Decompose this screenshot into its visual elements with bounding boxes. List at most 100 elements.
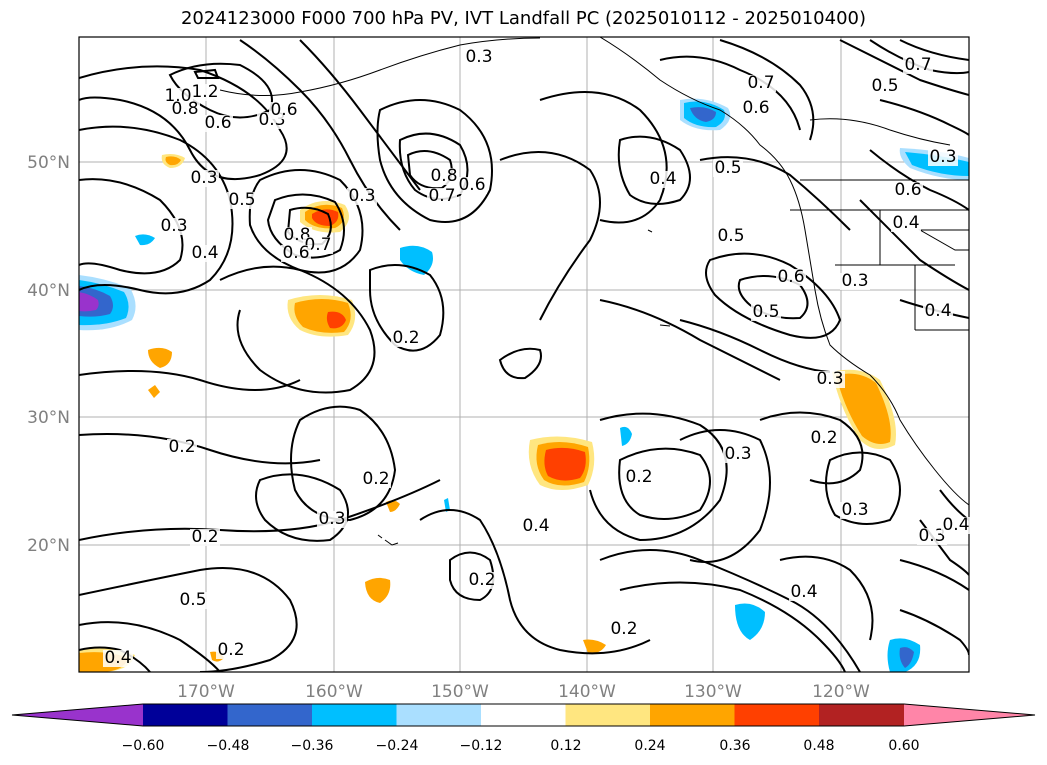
cb-tick-label: −0.24 [376, 738, 419, 754]
contour-label-bg [891, 215, 921, 232]
contour-label-bg [189, 170, 219, 187]
contour-label: 0.4 [924, 301, 951, 321]
contour-label-bg [928, 149, 958, 166]
colorbar-segment [565, 704, 651, 726]
cb-tick-label: −0.60 [122, 738, 165, 754]
contour-label: 0.6 [894, 180, 921, 200]
contour-label-bg [713, 160, 743, 177]
contour-label-bg [457, 177, 487, 194]
lon-label-130w: 130°W [684, 682, 742, 702]
contour-label-bg [391, 330, 421, 347]
colorbar [11, 703, 1036, 727]
colorbar-segment [143, 704, 228, 726]
contour-label: 0.4 [104, 648, 131, 668]
colorbar-segment [819, 704, 904, 726]
contour-label-bg [776, 269, 806, 286]
contour-label-bg [227, 192, 257, 209]
contour-label-bg [427, 188, 457, 205]
contour-label-bg [815, 371, 845, 388]
lon-label-170w: 170°W [177, 682, 235, 702]
contour-label-bg [170, 101, 200, 118]
contour-label-bg [923, 303, 953, 320]
contour-label: 0.6 [742, 98, 769, 118]
cb-tick-label: −0.12 [460, 738, 503, 754]
contour-label: 0.3 [841, 500, 868, 520]
contour-label: 0.2 [191, 527, 218, 547]
contour-label: 0.4 [892, 213, 919, 233]
map-title: 2024123000 F000 700 hPa PV, IVT Landfall… [180, 8, 867, 29]
map-panel [79, 37, 969, 672]
contour-label: 0.3 [918, 526, 945, 546]
contour-label: 0.7 [904, 55, 931, 75]
contour-label: 0.4 [191, 243, 218, 263]
contour-label: 0.2 [217, 640, 244, 660]
contour-label: 0.8 [430, 166, 457, 186]
lat-label-50n: 50°N [27, 153, 70, 173]
contour-label-bg [317, 511, 347, 528]
contour-label-bg [789, 584, 819, 601]
lon-label-120w: 120°W [812, 682, 870, 702]
contour-label: 0.5 [179, 590, 206, 610]
contour-label-bg [746, 75, 776, 92]
contour-label-bg [167, 439, 197, 456]
contour-label-bg [903, 57, 933, 74]
contour-label-bg [467, 572, 497, 589]
map-frame [78, 36, 970, 673]
contour-label: 0.4 [522, 516, 549, 536]
contour-label: 0.3 [465, 47, 492, 67]
cb-tick-label: 0.24 [634, 738, 665, 754]
contour-label: 0.3 [929, 147, 956, 167]
contour-labels: 1.21.00.80.6 0.30.30.5 0.30.40.80.70.60.30… [103, 47, 971, 668]
contour-label: 0.2 [392, 328, 419, 348]
contour-label-bg [178, 592, 208, 609]
cb-tick-label: 0.36 [719, 738, 750, 754]
colorbar-segment [396, 704, 482, 726]
contour-label: 0.5 [752, 302, 779, 322]
lon-label-150w: 150°W [431, 682, 489, 702]
contour-label-bg [361, 471, 391, 488]
cb-tick-label: −0.36 [291, 738, 334, 754]
contour-label: 0.5 [228, 190, 255, 210]
ivt-shading [79, 98, 969, 672]
contour-label-bg [216, 642, 246, 659]
contour-label: 0.3 [841, 271, 868, 291]
contour-label: 0.5 [714, 158, 741, 178]
contour-label-bg [281, 245, 311, 262]
contour-label-bg [917, 528, 947, 545]
contour-label: 0.4 [649, 169, 676, 189]
contour-label-bg [893, 182, 923, 199]
contour-label: 0.2 [168, 437, 195, 457]
contour-label-bg [103, 650, 133, 667]
contour-label-bg [648, 171, 678, 188]
contour-label-bg [840, 273, 870, 290]
colorbar-tick-labels: −0.60 −0.48 −0.36 −0.24 −0.12 0.12 0.24 … [122, 738, 920, 754]
contour-label: 0.3 [160, 216, 187, 236]
contour-label: 0.2 [810, 428, 837, 448]
contour-label-bg [464, 49, 494, 66]
colorbar-outline [11, 703, 1036, 727]
contour-label: 0.6 [282, 243, 309, 263]
colorbar-segment [904, 704, 1035, 726]
lat-label-30n: 30°N [27, 408, 70, 428]
lon-label-140w: 140°W [558, 682, 616, 702]
contour-label: 0.3 [348, 186, 375, 206]
colorbar-segment [734, 704, 820, 726]
contour-label-bg [347, 188, 377, 205]
contour-label: 0.7 [428, 186, 455, 206]
contour-label: 0.4 [790, 582, 817, 602]
contour-label: 0.5 [717, 226, 744, 246]
contour-label: 0.6 [458, 175, 485, 195]
contour-label: 0.6 [270, 100, 297, 120]
contour-label-bg [870, 78, 900, 95]
contour-label-bg [723, 446, 753, 463]
coastlines [219, 37, 969, 546]
contour-label: 0.4 [942, 515, 969, 535]
contour-label: 0.5 [871, 76, 898, 96]
contour-label: 1.2 [191, 82, 218, 102]
contour-label-bg [429, 168, 459, 185]
contour-label: 0.3 [318, 509, 345, 529]
contour-label: 0.2 [468, 570, 495, 590]
longitude-labels: 170°W 160°W 150°W 140°W 130°W 120°W [177, 682, 870, 702]
contour-label-bg [159, 218, 189, 235]
cb-tick-label: 0.48 [803, 738, 834, 754]
